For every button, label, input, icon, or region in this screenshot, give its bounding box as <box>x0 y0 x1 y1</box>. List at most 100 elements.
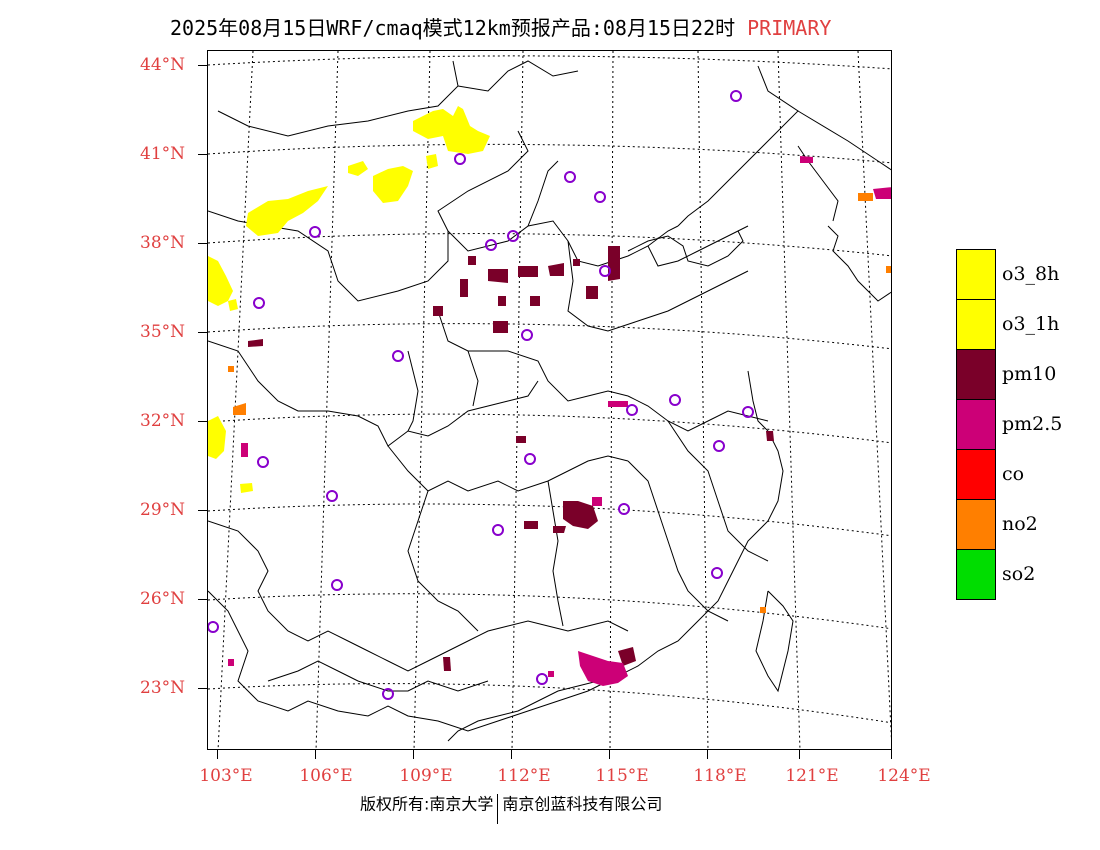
lat-label-35: 35°N <box>140 322 186 342</box>
lat-line <box>208 233 891 257</box>
legend-swatch <box>956 499 996 550</box>
lon-label-109: 109°E <box>399 766 453 786</box>
lat-line <box>208 413 891 444</box>
province-borders <box>208 60 891 732</box>
city-marker <box>257 456 269 468</box>
city-marker <box>713 440 725 452</box>
pm25-patch <box>800 156 813 163</box>
lat-label-32: 32°N <box>140 411 186 431</box>
lat-tick <box>198 65 207 66</box>
coast-bohai <box>797 145 839 222</box>
border <box>447 160 559 252</box>
border <box>667 420 769 562</box>
lon-line <box>217 51 254 749</box>
pm10-patch <box>618 647 636 666</box>
o3-patch <box>240 483 253 493</box>
legend-item-co: co <box>956 449 1100 500</box>
lat-line <box>208 593 891 630</box>
o3-patch <box>208 416 226 459</box>
no2-patch <box>886 266 891 273</box>
legend-item-pm10: pm10 <box>956 349 1100 400</box>
border <box>797 110 891 171</box>
lon-tick <box>511 750 512 759</box>
city-marker <box>309 226 321 238</box>
legend-label: so2 <box>1002 563 1036 585</box>
pm25-patch <box>592 497 602 506</box>
pm10-patch <box>553 526 566 533</box>
pm25-patch <box>873 187 891 199</box>
copyright-right: 南京创蓝科技有限公司 <box>502 794 663 814</box>
legend-item-so2: so2 <box>956 549 1100 600</box>
coast-east <box>447 370 784 742</box>
lon-tick <box>413 750 414 759</box>
pm10-patch <box>433 306 443 316</box>
o3-layer <box>208 106 490 493</box>
border <box>217 60 459 137</box>
lat-tick <box>198 332 207 333</box>
no2-patch <box>233 403 246 415</box>
border <box>677 65 799 227</box>
pm25-patch <box>608 401 628 407</box>
city-marker <box>711 567 723 579</box>
border <box>267 660 489 692</box>
border <box>208 340 539 447</box>
border <box>407 350 419 432</box>
lon-line <box>697 51 709 749</box>
o3-patch <box>208 256 233 306</box>
pm10-patch <box>468 256 476 265</box>
city-marker <box>392 350 404 362</box>
lat-line <box>208 55 891 70</box>
pm10-patch <box>460 279 468 297</box>
lon-label-103: 103°E <box>199 766 253 786</box>
city-marker <box>669 394 681 406</box>
border <box>627 460 729 622</box>
lat-label-38: 38°N <box>140 233 186 253</box>
lat-line <box>208 143 891 164</box>
border <box>567 240 749 332</box>
city-marker <box>730 90 742 102</box>
border <box>547 480 564 627</box>
lat-label-44: 44°N <box>140 55 186 75</box>
lon-label-124: 124°E <box>877 766 931 786</box>
border <box>627 395 769 432</box>
city-marker <box>536 673 548 685</box>
o3-patch <box>228 299 238 311</box>
pm10-patch <box>563 501 598 529</box>
pm25-patch <box>578 651 628 686</box>
o3-patch <box>413 106 490 154</box>
lon-tick <box>609 750 610 759</box>
lon-line <box>777 51 801 749</box>
lon-line <box>609 51 614 749</box>
pm10-layer <box>248 246 774 671</box>
city-marker <box>382 688 394 700</box>
no2-layer <box>228 193 891 613</box>
map-canvas <box>208 51 891 749</box>
coast-shandong <box>627 230 744 267</box>
lon-line <box>413 51 431 749</box>
lon-line <box>315 51 339 749</box>
legend-swatch <box>956 449 996 500</box>
pm10-patch <box>530 296 540 306</box>
city-marker <box>564 171 576 183</box>
border <box>387 445 629 492</box>
legend-item-o3-1h: o3_1h <box>956 299 1100 350</box>
lon-label-118: 118°E <box>693 766 747 786</box>
city-marker <box>507 230 519 242</box>
taiwan-outline <box>755 590 794 693</box>
legend-swatch <box>956 249 996 300</box>
lat-tick <box>198 688 207 689</box>
o3-patch <box>348 161 368 176</box>
legend-item-pm25: pm2.5 <box>956 399 1100 450</box>
city-marker <box>492 524 504 536</box>
lon-line <box>511 51 524 749</box>
o3-patch <box>373 166 413 203</box>
city-marker <box>524 453 536 465</box>
pm10-patch <box>248 339 263 347</box>
city-marker <box>618 503 630 515</box>
coast-korea <box>827 225 891 302</box>
border <box>437 310 629 402</box>
pm10-patch <box>608 246 620 281</box>
longitude-gridlines <box>217 51 891 749</box>
city-marker <box>594 191 606 203</box>
lat-tick <box>198 421 207 422</box>
